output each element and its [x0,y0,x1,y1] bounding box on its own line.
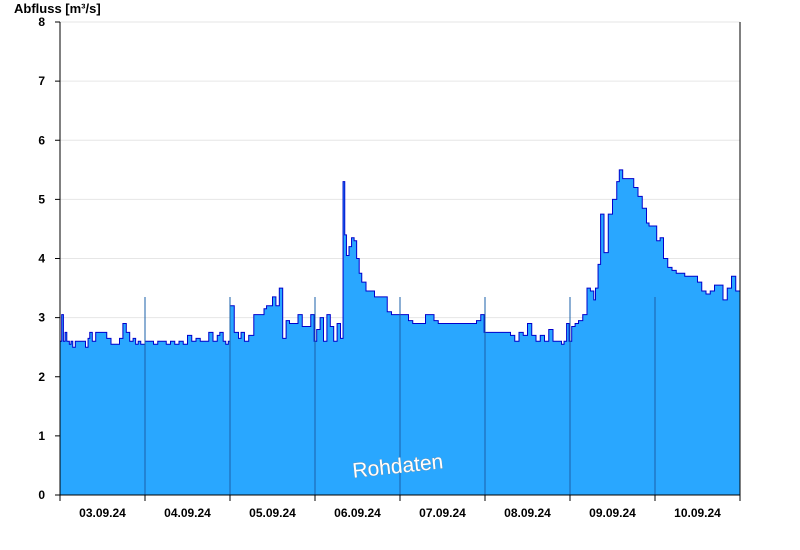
x-tick-label-03.09.24: 03.09.24 [79,506,126,520]
x-tick-label-06.09.24: 06.09.24 [334,506,381,520]
y-tick-label-6: 6 [38,133,45,147]
y-tick-label-0: 0 [38,488,45,502]
x-tick-label-08.09.24: 08.09.24 [504,506,551,520]
x-tick-label-07.09.24: 07.09.24 [419,506,466,520]
y-tick-label-7: 7 [38,74,45,88]
y-tick-label-4: 4 [38,252,45,266]
x-tick-label-09.09.24: 09.09.24 [589,506,636,520]
day-divider-lines [144,297,656,501]
x-tick-label-10.09.24: 10.09.24 [674,506,721,520]
y-tick-label-8: 8 [38,15,45,29]
y-axis-ticks: 0 1 2 3 4 5 6 7 8 [38,15,60,502]
y-axis-label: Abfluss [m³/s] [14,1,101,16]
y-tick-label-3: 3 [38,311,45,325]
y-tick-label-2: 2 [38,370,45,384]
x-tick-label-04.09.24: 04.09.24 [164,506,211,520]
discharge-line [60,169,741,348]
x-axis-ticks: 03.09.24 04.09.24 05.09.24 06.09.24 07.09.24… [59,495,741,520]
y-tick-label-1: 1 [38,429,45,443]
x-tick-label-05.09.24: 05.09.24 [249,506,296,520]
y-tick-label-5: 5 [38,192,45,206]
